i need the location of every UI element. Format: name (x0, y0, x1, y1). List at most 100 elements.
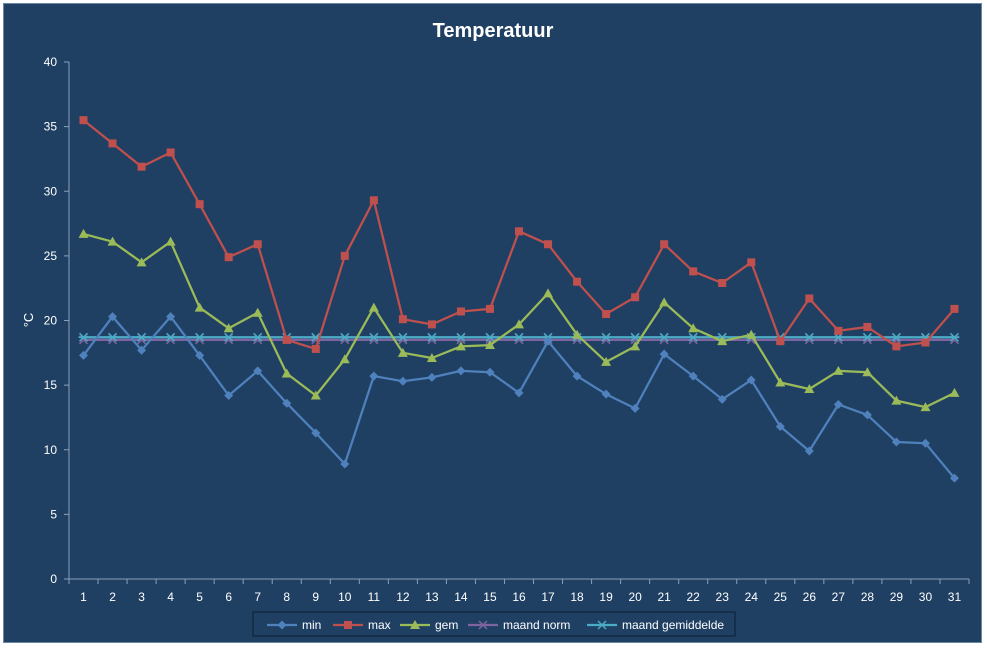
data-point-min (891, 437, 901, 447)
data-point-max (950, 304, 959, 313)
data-point-min (601, 389, 611, 399)
x-tick-label: 10 (338, 590, 352, 604)
data-point-min (543, 336, 553, 346)
data-point-maand-gemiddelde (484, 332, 495, 342)
data-point-maand-gemiddelde (659, 332, 670, 342)
data-point-max (311, 344, 320, 353)
data-point-min (108, 312, 118, 322)
data-point-maand-gemiddelde (136, 332, 147, 342)
legend-label-min: min (302, 618, 321, 632)
data-point-gem (426, 352, 437, 362)
y-tick-label: 0 (50, 572, 57, 586)
data-point-min (137, 345, 147, 355)
data-point-max (398, 315, 407, 324)
series-gem (78, 228, 960, 412)
data-point-max (79, 116, 88, 125)
x-tick-label: 15 (483, 590, 497, 604)
data-point-max (340, 251, 349, 260)
data-point-maand-gemiddelde (223, 332, 234, 342)
x-tick-label: 4 (167, 590, 174, 604)
data-point-gem (281, 368, 292, 378)
data-point-max (108, 139, 117, 148)
data-point-gem (572, 329, 583, 339)
x-tick-label: 18 (570, 590, 584, 604)
data-point-gem (310, 390, 321, 400)
legend-box (252, 611, 736, 637)
x-tick-label: 31 (948, 590, 962, 604)
x-tick-label: 27 (832, 590, 846, 604)
data-point-min (746, 375, 756, 385)
data-point-max (456, 307, 465, 316)
legend-label-max: max (368, 618, 391, 632)
data-point-max (224, 253, 233, 262)
x-tick-label: 12 (396, 590, 410, 604)
data-point-min (369, 371, 379, 381)
data-point-maand-gemiddelde (107, 332, 118, 342)
data-point-maand-gemiddelde (397, 332, 408, 342)
data-point-gem (223, 323, 234, 333)
legend-marker-min (277, 620, 287, 630)
data-point-gem (455, 341, 466, 351)
data-point-max (602, 310, 611, 319)
data-point-max (282, 335, 291, 344)
x-tick-label: 19 (599, 590, 613, 604)
data-point-maand-gemiddelde (804, 332, 815, 342)
data-point-min (485, 367, 495, 377)
data-point-min (340, 459, 350, 469)
data-point-max (776, 337, 785, 346)
x-tick-label: 14 (454, 590, 468, 604)
data-point-max (921, 338, 930, 347)
data-point-min (688, 371, 698, 381)
data-point-min (253, 366, 263, 376)
data-point-gem (920, 402, 931, 412)
data-point-max (718, 279, 727, 288)
data-point-maand-gemiddelde (514, 332, 524, 342)
data-point-min (514, 388, 524, 398)
legend-item-min: min (267, 618, 321, 632)
data-point-gem (601, 356, 612, 366)
data-point-min (775, 421, 785, 431)
data-point-maand-gemiddelde (630, 332, 641, 342)
legend-label-maand-gemiddelde: maand gemiddelde (622, 618, 724, 632)
data-point-maand-gemiddelde (455, 332, 466, 342)
data-point-gem (484, 340, 495, 350)
y-tick-label: 15 (44, 378, 58, 392)
x-tick-label: 20 (628, 590, 642, 604)
data-point-maand-gemiddelde (252, 332, 263, 342)
legend-item-max: max (333, 618, 391, 632)
x-tick-label: 26 (803, 590, 817, 604)
data-point-maand-gemiddelde (78, 332, 89, 342)
x-tick-label: 17 (541, 590, 555, 604)
data-point-maand-gemiddelde (688, 332, 699, 342)
legend-item-gem: gem (400, 618, 458, 632)
data-point-min (398, 376, 408, 386)
legend-marker-maand-gemiddelde (597, 620, 607, 630)
data-point-maand-gemiddelde (601, 332, 612, 342)
data-point-max (137, 162, 146, 171)
x-tick-label: 13 (425, 590, 439, 604)
legend-label-maand-norm: maand norm (503, 618, 570, 632)
legend-marker-maand-norm (478, 620, 488, 630)
data-point-maand-gemiddelde (368, 332, 379, 342)
data-point-gem (78, 228, 89, 238)
x-tick-label: 30 (919, 590, 933, 604)
data-point-max (747, 258, 756, 267)
data-point-min (456, 366, 466, 376)
x-tick-label: 1 (80, 590, 87, 604)
data-point-max (544, 240, 553, 249)
x-tick-label: 24 (745, 590, 759, 604)
y-tick-label: 25 (44, 249, 58, 263)
data-point-min (862, 410, 872, 420)
data-point-gem (339, 354, 350, 364)
series-max (79, 116, 959, 353)
data-point-max (892, 342, 901, 351)
data-point-min (804, 446, 814, 456)
data-point-min (282, 398, 292, 408)
data-point-min (311, 428, 321, 438)
data-point-min (920, 438, 930, 448)
chart-title: Temperatuur (433, 20, 554, 42)
data-point-maand-gemiddelde (949, 332, 960, 342)
y-tick-label: 10 (44, 443, 58, 457)
data-point-min (572, 371, 582, 381)
